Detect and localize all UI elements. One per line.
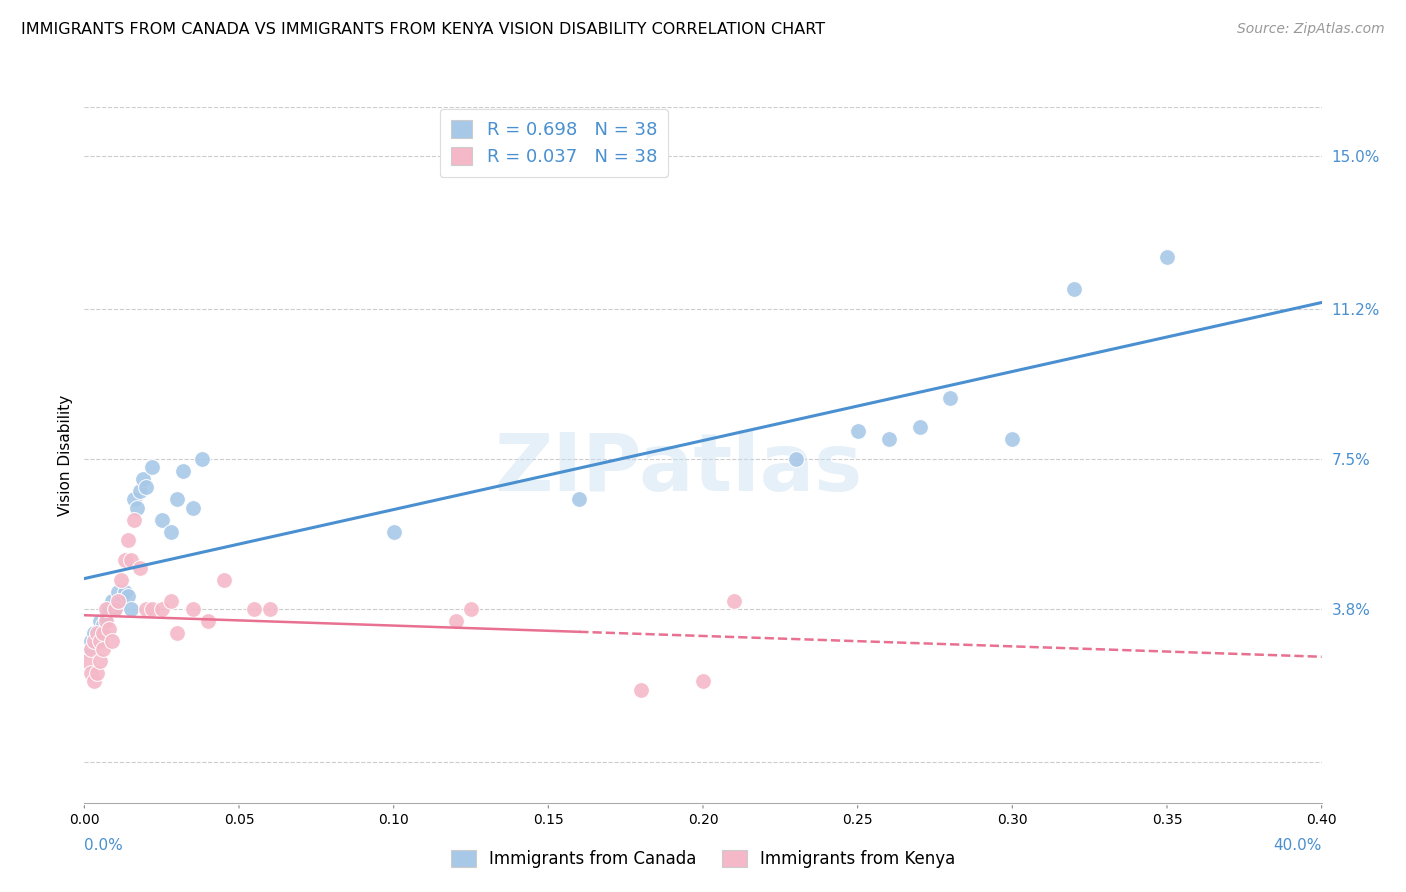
Text: 40.0%: 40.0% [1274, 838, 1322, 854]
Point [83, 674, 105, 689]
Text: IMMIGRANTS FROM CANADA VS IMMIGRANTS FROM KENYA VISION DISABILITY CORRELATION CH: IMMIGRANTS FROM CANADA VS IMMIGRANTS FRO… [21, 22, 825, 37]
Point [101, 593, 124, 607]
Point [86, 666, 108, 681]
Point [104, 601, 127, 615]
Point [382, 524, 405, 539]
Point [150, 601, 173, 615]
Point [122, 492, 145, 507]
Point [79, 642, 101, 657]
Point [91, 626, 114, 640]
Point [94, 609, 117, 624]
Point [79, 666, 101, 681]
Point [114, 585, 136, 599]
Point [197, 614, 219, 628]
Point [79, 634, 101, 648]
Point [104, 601, 127, 615]
Point [877, 432, 900, 446]
Point [1156, 250, 1178, 264]
Point [122, 513, 145, 527]
Point [172, 464, 194, 478]
Point [117, 590, 139, 604]
Point [181, 500, 204, 515]
Point [723, 593, 745, 607]
Point [1063, 282, 1085, 296]
Point [114, 553, 136, 567]
Legend: Immigrants from Canada, Immigrants from Kenya: Immigrants from Canada, Immigrants from … [444, 843, 962, 875]
Point [785, 452, 807, 467]
Point [259, 601, 281, 615]
Point [444, 614, 467, 628]
Point [89, 622, 111, 636]
Point [1001, 432, 1024, 446]
Point [76, 654, 98, 668]
Point [212, 574, 235, 588]
Point [166, 492, 188, 507]
Point [91, 642, 114, 657]
Point [83, 626, 105, 640]
Point [181, 601, 204, 615]
Point [846, 424, 869, 438]
Legend: R = 0.698   N = 38, R = 0.037   N = 38: R = 0.698 N = 38, R = 0.037 N = 38 [440, 109, 668, 177]
Point [243, 601, 266, 615]
Point [107, 585, 129, 599]
Point [91, 617, 114, 632]
Point [141, 601, 163, 615]
Y-axis label: Vision Disability: Vision Disability [58, 394, 73, 516]
Point [191, 452, 214, 467]
Point [117, 533, 139, 547]
Point [98, 601, 121, 615]
Point [141, 460, 163, 475]
Point [160, 524, 183, 539]
Point [89, 654, 111, 668]
Point [86, 626, 108, 640]
Point [110, 574, 132, 588]
Point [135, 480, 157, 494]
Point [166, 626, 188, 640]
Point [120, 553, 142, 567]
Point [150, 513, 173, 527]
Point [101, 634, 124, 648]
Point [160, 593, 183, 607]
Point [908, 419, 931, 434]
Point [125, 500, 148, 515]
Point [94, 614, 117, 628]
Point [76, 642, 98, 657]
Point [83, 634, 105, 648]
Point [692, 674, 714, 689]
Point [98, 622, 121, 636]
Point [89, 634, 111, 648]
Point [89, 614, 111, 628]
Text: 0.0%: 0.0% [84, 838, 124, 854]
Point [630, 682, 652, 697]
Text: ZIPatlas: ZIPatlas [494, 430, 862, 508]
Point [94, 601, 117, 615]
Point [135, 601, 157, 615]
Point [129, 561, 152, 575]
Text: Source: ZipAtlas.com: Source: ZipAtlas.com [1237, 22, 1385, 37]
Point [86, 634, 108, 648]
Point [107, 593, 129, 607]
Point [460, 601, 482, 615]
Point [568, 492, 591, 507]
Point [110, 593, 132, 607]
Point [129, 484, 152, 499]
Point [132, 472, 155, 486]
Point [120, 601, 142, 615]
Point [939, 392, 962, 406]
